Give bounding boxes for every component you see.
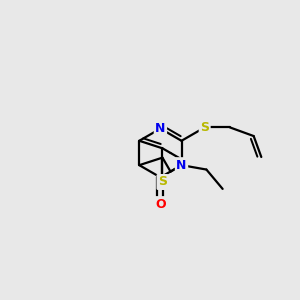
Text: O: O — [155, 198, 166, 211]
Text: S: S — [158, 176, 167, 188]
Text: S: S — [200, 121, 209, 134]
Text: N: N — [155, 122, 166, 135]
Text: N: N — [176, 159, 187, 172]
